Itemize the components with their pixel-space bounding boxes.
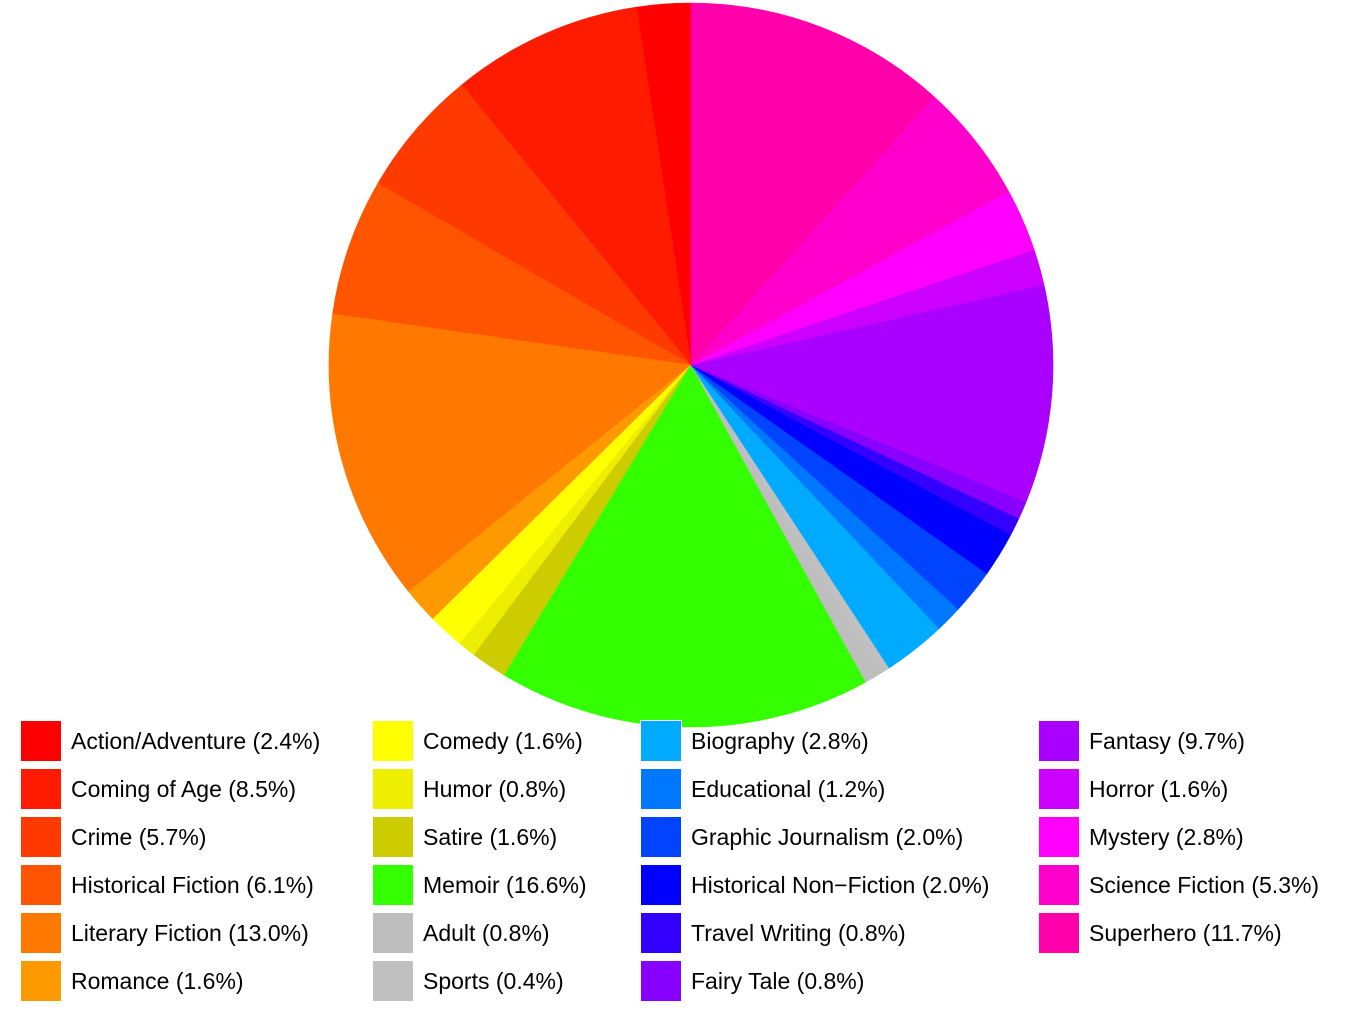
legend-label: Humor (0.8%): [423, 775, 567, 802]
legend-item-superhero: Superhero (11.7%): [1038, 910, 1282, 956]
legend-swatch: [640, 816, 682, 858]
legend-item-action-adventure: Action/Adventure (2.4%): [20, 718, 320, 764]
legend-label: Comedy (1.6%): [423, 727, 583, 754]
legend-item-horror: Horror (1.6%): [1038, 766, 1228, 812]
legend-label: Travel Writing (0.8%): [691, 919, 906, 946]
legend-label: Literary Fiction (13.0%): [71, 919, 309, 946]
legend-label: Satire (1.6%): [423, 823, 558, 850]
legend-swatch: [372, 720, 414, 762]
legend-item-mystery: Mystery (2.8%): [1038, 814, 1244, 860]
legend-item-satire: Satire (1.6%): [372, 814, 557, 860]
legend-swatch: [1038, 768, 1080, 810]
legend-swatch: [372, 912, 414, 954]
legend-item-humor: Humor (0.8%): [372, 766, 566, 812]
legend-label: Horror (1.6%): [1089, 775, 1229, 802]
legend-swatch: [20, 768, 62, 810]
pie-slice-literary-fiction: [328, 313, 692, 593]
legend-label: Mystery (2.8%): [1089, 823, 1244, 850]
legend-label: Fantasy (9.7%): [1089, 727, 1245, 754]
legend-item-historical-non-fiction: Historical Non−Fiction (2.0%): [640, 862, 989, 908]
pie-slice-superhero: [690, 2, 935, 366]
legend-swatch: [20, 912, 62, 954]
legend-swatch: [20, 960, 62, 1002]
legend-swatch: [20, 864, 62, 906]
legend-item-biography: Biography (2.8%): [640, 718, 869, 764]
legend-item-sports: Sports (0.4%): [372, 958, 564, 1004]
legend-item-educational: Educational (1.2%): [640, 766, 885, 812]
legend-item-crime: Crime (5.7%): [20, 814, 206, 860]
legend-label: Superhero (11.7%): [1089, 919, 1282, 946]
legend-swatch: [640, 864, 682, 906]
legend-label: Sports (0.4%): [423, 967, 564, 994]
legend-swatch: [640, 912, 682, 954]
legend-item-adult: Adult (0.8%): [372, 910, 550, 956]
legend-swatch: [640, 960, 682, 1002]
legend-label: Adult (0.8%): [423, 919, 550, 946]
legend-label: Memoir (16.6%): [423, 871, 587, 898]
legend-swatch: [1038, 864, 1080, 906]
legend-item-literary-fiction: Literary Fiction (13.0%): [20, 910, 309, 956]
pie-slice-crime: [377, 84, 692, 366]
legend-item-coming-of-age: Coming of Age (8.5%): [20, 766, 296, 812]
legend-swatch: [640, 768, 682, 810]
legend-label: Biography (2.8%): [691, 727, 869, 754]
legend-label: Graphic Journalism (2.0%): [691, 823, 964, 850]
legend-label: Historical Non−Fiction (2.0%): [691, 871, 990, 898]
legend-swatch: [1038, 912, 1080, 954]
legend-item-travel-writing: Travel Writing (0.8%): [640, 910, 906, 956]
pie-slice-memoir: [504, 364, 867, 728]
legend-label: Coming of Age (8.5%): [71, 775, 297, 802]
legend-item-science-fiction: Science Fiction (5.3%): [1038, 862, 1319, 908]
legend-label: Action/Adventure (2.4%): [71, 727, 321, 754]
legend-item-historical-fiction: Historical Fiction (6.1%): [20, 862, 314, 908]
legend-label: Science Fiction (5.3%): [1089, 871, 1320, 898]
pie-slice-fantasy: [690, 284, 1054, 503]
legend-item-memoir: Memoir (16.6%): [372, 862, 587, 908]
legend-swatch: [20, 816, 62, 858]
legend-item-graphic-journalism: Graphic Journalism (2.0%): [640, 814, 963, 860]
legend-swatch: [372, 816, 414, 858]
legend-swatch: [640, 720, 682, 762]
legend-item-comedy: Comedy (1.6%): [372, 718, 583, 764]
legend-item-fairy-tale: Fairy Tale (0.8%): [640, 958, 864, 1004]
legend-label: Romance (1.6%): [71, 967, 244, 994]
legend-label: Educational (1.2%): [691, 775, 886, 802]
pie-slice-coming-of-age: [461, 6, 692, 367]
legend-swatch: [372, 960, 414, 1002]
legend-label: Historical Fiction (6.1%): [71, 871, 314, 898]
pie-slice-historical-fiction: [332, 182, 692, 366]
legend-swatch: [372, 864, 414, 906]
legend-item-romance: Romance (1.6%): [20, 958, 244, 1004]
legend-label: Crime (5.7%): [71, 823, 207, 850]
legend-swatch: [20, 720, 62, 762]
legend-swatch: [372, 768, 414, 810]
legend-swatch: [1038, 720, 1080, 762]
legend-item-fantasy: Fantasy (9.7%): [1038, 718, 1245, 764]
legend-swatch: [1038, 816, 1080, 858]
legend-label: Fairy Tale (0.8%): [691, 967, 865, 994]
